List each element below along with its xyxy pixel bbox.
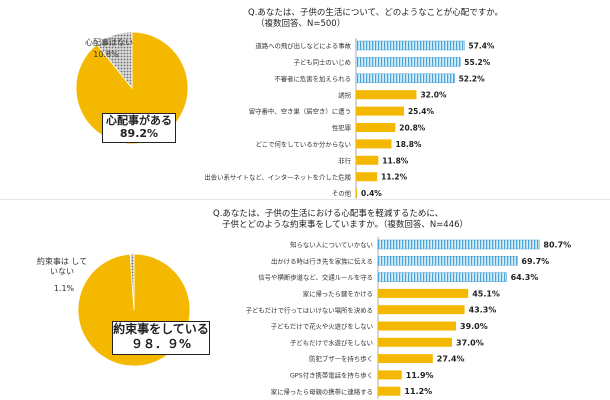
bar-8 — [356, 155, 379, 165]
bar-category-label: 知らない人についていかない — [290, 240, 373, 249]
bar-value-label: 0.4% — [361, 189, 382, 198]
panel-divider — [0, 199, 610, 200]
bar-value-label: 27.4% — [437, 355, 465, 364]
bar-category-label: 子どもだけで水遊びをしない — [290, 338, 373, 347]
promise-panel: Q.あなたは、子供の生活における心配事を軽減するために、 子供とどのような約束事… — [0, 200, 610, 400]
bar-value-label: 11.8% — [382, 156, 409, 165]
bar-value-label: 18.8% — [396, 140, 423, 149]
bar-value-label: 37.0% — [456, 338, 484, 347]
bar-category-label: 留守番中、空き巣（居空き）に遭う — [249, 107, 351, 116]
bar-value-label: 55.2% — [464, 58, 491, 67]
pie2-minor-label: 約束事は していない — [36, 257, 88, 276]
bar-9 — [356, 172, 378, 182]
pie2-main-label: 約束事をしている — [113, 322, 209, 336]
bar-6 — [378, 321, 456, 331]
bar-category-label: 不審者に危害を加えられる — [274, 74, 351, 83]
bar-category-label: 出会い系サイトなど、インターネットを介した危険 — [204, 172, 351, 181]
bar-category-label: 子どもだけで行ってはいけない場所を決める — [246, 305, 373, 314]
worry-question-subtitle: （複数回答、N=500） — [256, 19, 346, 29]
bar-value-label: 11.2% — [381, 173, 408, 182]
pie-slice-minor — [96, 31, 133, 90]
bar-7 — [356, 139, 392, 149]
bar-value-label: 32.0% — [420, 91, 447, 100]
bar-category-label: 子ども同士のいじめ — [293, 58, 351, 67]
bar-category-label: その他 — [332, 189, 352, 198]
bar-2 — [377, 256, 518, 266]
pie1-main-callout: 心配事がある 89.2% — [102, 113, 176, 143]
bar-4 — [378, 288, 469, 298]
bar-value-label: 11.9% — [406, 371, 434, 380]
pie1-main-label: 心配事がある — [106, 114, 172, 127]
bar-1 — [355, 40, 465, 51]
bar-category-label: どこで何をしているか分からない — [256, 140, 351, 149]
bar-3 — [377, 272, 507, 282]
bar-category-label: 道路への飛び出しなどによる事故 — [255, 41, 351, 50]
bar-value-label: 57.4% — [468, 42, 495, 51]
bar-8 — [378, 354, 433, 364]
pie2-minor-value: 1.1% — [53, 284, 75, 293]
pie1-main-value: 89.2% — [119, 127, 159, 140]
bar-value-label: 11.2% — [404, 387, 432, 396]
bar-6 — [356, 123, 396, 132]
worry-panel: Q.あなたは、子供の生活について、どのようなことが心配ですか。 （複数回答、N=… — [75, 8, 504, 200]
pie-slice-minor — [129, 253, 135, 311]
bar-value-label: 64.3% — [511, 273, 539, 282]
bar-category-label: GPS付き携帯電話を持ち歩く — [290, 371, 373, 380]
bar-category-label: 出かける時は行き先を家族に伝える — [271, 256, 373, 265]
bar-value-label: 39.0% — [460, 322, 488, 331]
bar-4 — [356, 90, 417, 100]
bar-category-label: 誘拐 — [338, 90, 351, 99]
worry-bar-chart: 道路への飛び出しなどによる事故 57.4% 子ども同士のいじめ 55.2% 不審者に危害… — [204, 38, 495, 200]
bar-category-label: 家に帰ったら母親の携帯に連絡する — [271, 387, 373, 396]
bar-2 — [355, 57, 461, 67]
promise-question-title: Q.あなたは、子供の生活における心配事を軽減するために、 — [213, 209, 444, 219]
bar-value-label: 25.4% — [408, 107, 435, 116]
bar-category-label: 性犯罪 — [332, 123, 352, 132]
bar-1 — [377, 239, 540, 250]
bar-5 — [378, 305, 465, 315]
bar-value-label: 43.3% — [469, 306, 497, 315]
pie2-main-callout: 約束事をしている ９８．９% — [112, 321, 210, 355]
bar-category-label: 防犯ブザーを持ち歩く — [309, 354, 373, 363]
promise-question-subtitle: 子供とどのような約束事をしていますか。（複数回答、N=446） — [222, 220, 469, 230]
bar-value-label: 20.8% — [399, 124, 426, 133]
bar-5 — [356, 106, 404, 116]
bar-category-label: 家に帰ったら鍵をかける — [303, 289, 373, 298]
bar-value-label: 80.7% — [543, 241, 571, 250]
bar-7 — [378, 337, 452, 347]
pie1-minor-value: 10.8% — [93, 50, 119, 59]
bar-3 — [355, 73, 455, 84]
bar-10 — [378, 386, 401, 396]
pie2-main-value: ９８．９% — [130, 337, 192, 351]
bar-category-label: 子どもだけで花火や火遊びをしない — [271, 322, 373, 331]
bar-category-label: 信号や横断歩道など、交通ルールを守る — [258, 273, 373, 282]
bar-value-label: 52.2% — [459, 74, 486, 83]
pie1-minor-label: 心配事はない — [85, 38, 133, 47]
bar-value-label: 45.1% — [472, 289, 500, 298]
worry-question-title: Q.あなたは、子供の生活について、どのようなことが心配ですか。 — [248, 8, 504, 18]
bar-10 — [356, 188, 357, 198]
bar-category-label: 非行 — [338, 156, 351, 165]
bar-value-label: 69.7% — [521, 257, 549, 266]
bar-9 — [378, 370, 402, 380]
promise-bar-chart: 知らない人についていかない 80.7% 出かける時は行き先を家族に伝える 69.7% 信… — [246, 237, 571, 399]
